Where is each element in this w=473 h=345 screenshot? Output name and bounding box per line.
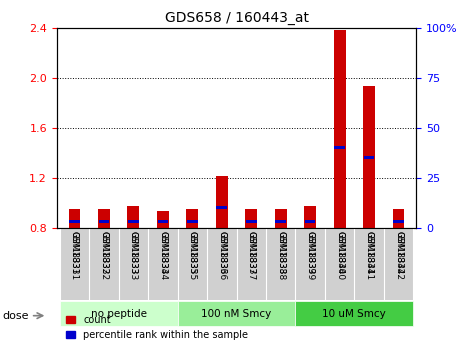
Text: GSM18334: GSM18334 [158,231,167,280]
Text: dose: dose [2,311,29,321]
Text: 10 uM Smcy: 10 uM Smcy [323,309,386,319]
FancyBboxPatch shape [119,228,148,300]
Bar [128,220,139,223]
Text: GSM18337: GSM18337 [247,231,256,280]
Bar [69,209,80,228]
Bar [217,206,227,209]
Bar [98,209,110,228]
FancyBboxPatch shape [177,301,296,326]
Text: GSM18331: GSM18331 [70,231,79,280]
Text: GSM18341: GSM18341 [365,231,374,274]
Text: GSM18332: GSM18332 [99,231,108,274]
Text: GSM18331: GSM18331 [70,231,79,274]
Text: GSM18338: GSM18338 [276,231,285,274]
FancyBboxPatch shape [236,228,266,300]
Text: no peptide: no peptide [91,309,147,319]
Text: GSM18342: GSM18342 [394,231,403,280]
Bar [304,206,316,228]
Legend: count, percentile rank within the sample: count, percentile rank within the sample [61,311,252,344]
Text: 100 nM Smcy: 100 nM Smcy [201,309,272,319]
Bar [246,220,256,223]
Text: GSM18333: GSM18333 [129,231,138,274]
FancyBboxPatch shape [296,301,413,326]
Text: GSM18342: GSM18342 [394,231,403,274]
FancyBboxPatch shape [384,228,413,300]
FancyBboxPatch shape [266,228,296,300]
Text: GSM18333: GSM18333 [129,231,138,280]
Bar [363,86,375,228]
Bar [186,209,198,228]
Text: GSM18335: GSM18335 [188,231,197,280]
Text: GSM18332: GSM18332 [99,231,108,280]
FancyBboxPatch shape [60,301,177,326]
FancyBboxPatch shape [89,228,119,300]
FancyBboxPatch shape [354,228,384,300]
Bar [275,209,287,228]
Text: GSM18334: GSM18334 [158,231,167,274]
Text: GSM18341: GSM18341 [365,231,374,280]
Text: GSM18338: GSM18338 [276,231,285,280]
Text: GSM18335: GSM18335 [188,231,197,274]
Text: GSM18339: GSM18339 [306,231,315,280]
Text: GSM18337: GSM18337 [247,231,256,274]
FancyBboxPatch shape [207,228,236,300]
Bar [216,176,228,228]
Bar [158,220,168,223]
Bar [275,220,286,223]
FancyBboxPatch shape [177,228,207,300]
Bar [364,156,375,159]
FancyBboxPatch shape [60,228,89,300]
Bar [305,220,315,223]
Bar [334,30,345,228]
Bar [187,220,198,223]
Bar [128,206,139,228]
Title: GDS658 / 160443_at: GDS658 / 160443_at [165,11,308,25]
FancyBboxPatch shape [296,228,325,300]
Text: GSM18340: GSM18340 [335,231,344,274]
Bar [393,220,404,223]
Bar [157,211,169,228]
Bar [69,220,80,223]
Bar [334,146,345,149]
Bar [393,209,404,228]
Bar [245,209,257,228]
FancyBboxPatch shape [148,228,177,300]
FancyBboxPatch shape [325,228,354,300]
Text: GSM18339: GSM18339 [306,231,315,274]
Text: GSM18336: GSM18336 [217,231,226,280]
Bar [98,220,109,223]
Text: GSM18340: GSM18340 [335,231,344,280]
Text: GSM18336: GSM18336 [217,231,226,274]
